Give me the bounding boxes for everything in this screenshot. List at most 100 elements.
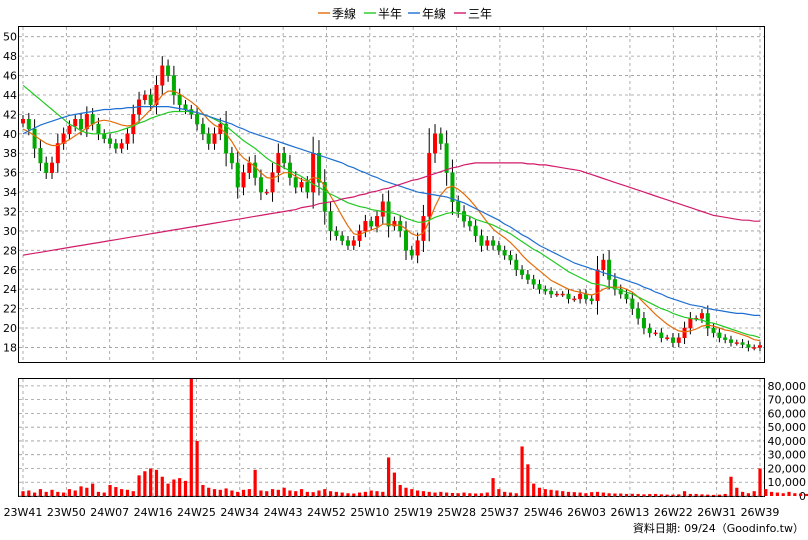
volume-bar [607,493,611,496]
volume-bar [566,491,571,496]
x-tick-label: 25W10 [350,506,389,519]
x-tick-label: 25W28 [437,506,476,519]
legend: 季線 半年 年線 三年 [318,6,492,21]
candle [456,195,461,218]
volume-bar [282,487,286,496]
price-tick-label: 42 [3,108,17,121]
volume-bar [352,493,356,496]
candle [84,106,89,137]
candle-body [549,290,554,295]
candle-body [305,182,310,193]
x-tick-label: 24W43 [264,506,303,519]
candle-body [659,332,664,338]
candle-body [404,230,409,251]
price-tick-label: 26 [3,264,17,277]
candle-body [61,133,66,144]
volume-bar [323,489,327,496]
candle [502,245,507,260]
candle [340,231,345,246]
candle [235,151,240,199]
candle [641,311,646,335]
candle-body [90,114,95,125]
candle [113,138,118,153]
candle-body [166,65,171,76]
candle [142,90,147,105]
volume-bar [73,490,77,496]
volume-bar [398,484,402,496]
volume-bar [688,493,692,496]
candle-body [415,240,420,256]
volume-bar [410,489,414,496]
volume-tick-label: 20,000 [768,462,807,475]
volume-bar [79,486,83,496]
candle-body [636,308,641,319]
volume-bar [183,480,188,496]
volume-bar [474,493,478,496]
candle-body [566,293,571,300]
volume-bar [700,494,704,496]
candle-body [369,220,374,227]
volume-bar [619,493,623,496]
footer-note: 資料日期: 09/24（Goodinfo.tw） [633,521,804,535]
candle-body [427,152,432,217]
x-tick-label: 26W03 [567,506,606,519]
volume-bar [717,494,721,496]
price-y-axis: 18 20 22 24 26 28 30 32 34 36 38 40 42 44 46 48 50 [3,31,17,355]
candle-body [160,65,165,86]
candle-body [711,327,716,334]
candle [386,190,391,238]
candle-body [641,318,646,329]
price-tick-label: 48 [3,50,17,63]
volume-bar [131,491,135,496]
candle-body [229,152,234,164]
price-tick-label: 22 [3,303,17,316]
candle [32,119,37,159]
volume-tick-label: 10,000 [768,476,807,489]
candle [363,214,368,238]
candle-body [438,133,443,144]
volume-bar [381,491,385,496]
candle-body [264,191,269,194]
volume-bar [125,489,130,496]
candle-body [96,123,101,135]
volume-bar [543,489,547,496]
volume-tick-label: 70,000 [768,394,807,407]
candle-body [293,177,298,188]
candle-body [525,274,530,280]
volume-bar [56,491,60,496]
volume-panel [18,378,765,497]
candle-body [200,123,205,135]
candle-body [299,182,304,188]
price-tick-label: 38 [3,147,17,160]
candle-body [653,332,658,335]
volume-bar [265,491,269,496]
volume-tick-label: 80,000 [768,380,807,393]
candle-body [560,293,565,296]
candle [415,232,420,264]
volume-bar [665,494,669,496]
candle-body [171,75,176,96]
x-tick-label: 25W46 [524,506,563,519]
candle [549,287,554,298]
price-tick-label: 40 [3,128,17,141]
candle [160,56,165,95]
candle-body [84,114,89,130]
x-tick-label: 24W25 [177,506,216,519]
volume-bar [526,464,530,496]
candle [670,333,675,348]
candle [380,193,385,225]
x-tick-label: 25W37 [480,506,519,519]
x-tick-label: 24W16 [134,506,173,519]
candle [21,114,25,128]
volume-bar [595,491,600,496]
volume-bar [172,479,176,496]
candle [676,333,681,348]
candle [496,240,501,255]
candle-body [224,123,229,154]
x-tick-label: 24W34 [220,506,259,519]
x-tick-label: 24W07 [90,506,129,519]
candle [543,285,548,295]
volume-bar [793,493,797,496]
candle-body [241,172,246,188]
volume-bar [108,484,112,496]
